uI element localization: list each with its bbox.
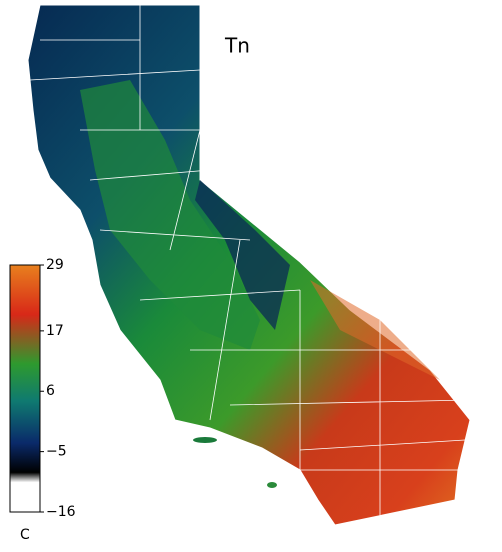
colorbar-tick-label: 29 (46, 257, 64, 273)
desert (310, 280, 440, 380)
map-title: Tn (224, 34, 250, 58)
colorbar-tick-label: 17 (46, 323, 64, 339)
colorbar-tick-label: −5 (46, 444, 67, 460)
county-lines (29, 5, 471, 520)
island (193, 437, 217, 443)
colorbar-unit: C (20, 527, 30, 543)
colorbar-tick-label: 6 (46, 383, 55, 399)
colorbar-tick-label: −16 (46, 504, 76, 520)
island (267, 482, 277, 488)
california (27, 4, 471, 526)
central-valley (80, 80, 260, 350)
colorbar-scale (9, 264, 41, 513)
colorbar: C (9, 264, 41, 543)
